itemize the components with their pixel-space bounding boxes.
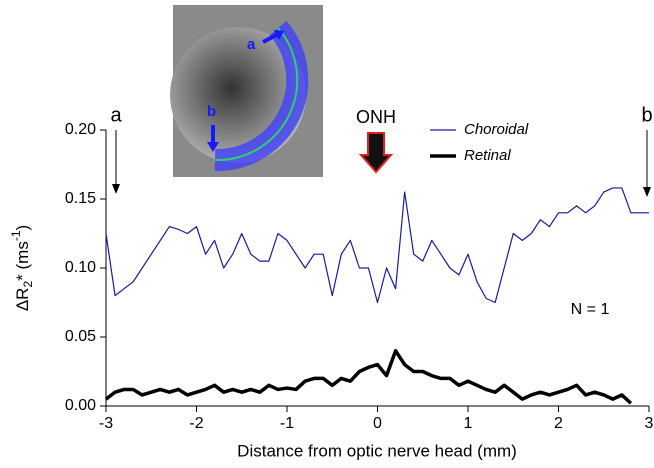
arrow <box>643 187 651 197</box>
annotation: N = 1 <box>571 301 610 318</box>
series-line <box>106 351 631 403</box>
y-tick-label: 0.10 <box>65 259 96 276</box>
chart: a b a b ONH N = 1 Distance from optic ne… <box>0 0 654 468</box>
y-tick-label: 0.15 <box>65 190 96 207</box>
y-axis-label: ΔR2* (ms-1) <box>9 225 35 311</box>
y-tick-label: 0.00 <box>65 397 96 414</box>
legend-label: Choroidal <box>464 121 529 138</box>
x-tick-label: 1 <box>464 415 473 432</box>
x-tick-label: 0 <box>373 415 382 432</box>
x-tick-label: -2 <box>189 415 203 432</box>
x-tick-label: -3 <box>99 415 113 432</box>
x-tick-label: 3 <box>645 415 654 432</box>
y-tick-label: 0.05 <box>65 328 96 345</box>
y-label-part: * (ms <box>13 241 32 281</box>
inset-label: b <box>207 103 216 120</box>
y-tick-label: 0.20 <box>65 121 96 138</box>
annotation: a <box>110 104 122 126</box>
annotation: b <box>641 104 652 126</box>
annotation: ONH <box>356 107 396 127</box>
series-line <box>106 188 649 303</box>
x-axis-label: Distance from optic nerve head (mm) <box>237 441 517 460</box>
x-tick-label: -1 <box>280 415 294 432</box>
y-label-part: ΔR <box>13 288 32 312</box>
y-label-part: ) <box>13 225 32 231</box>
x-tick-label: 2 <box>554 415 563 432</box>
y-label-part: -1 <box>9 230 23 241</box>
onh-arrow <box>361 133 391 172</box>
inset-image: a b <box>170 5 323 177</box>
legend-label: Retinal <box>464 147 511 164</box>
inset-label: a <box>247 36 256 53</box>
arrow <box>112 184 120 194</box>
